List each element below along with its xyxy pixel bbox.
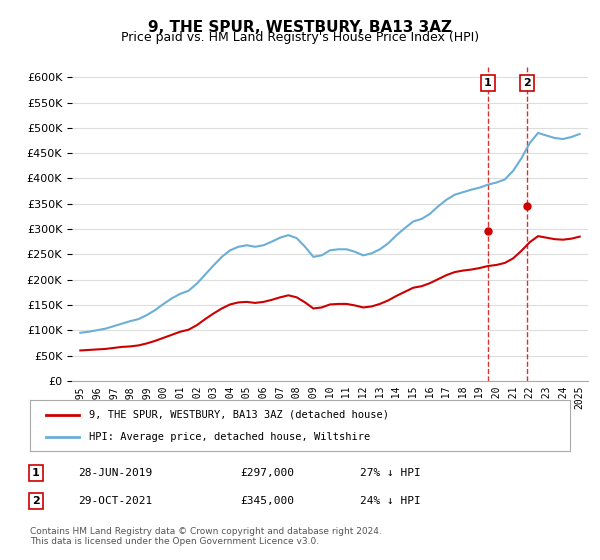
- Text: 1: 1: [484, 78, 492, 88]
- Text: £345,000: £345,000: [240, 496, 294, 506]
- Text: 24% ↓ HPI: 24% ↓ HPI: [360, 496, 421, 506]
- Text: 27% ↓ HPI: 27% ↓ HPI: [360, 468, 421, 478]
- Text: HPI: Average price, detached house, Wiltshire: HPI: Average price, detached house, Wilt…: [89, 432, 371, 442]
- Text: Contains HM Land Registry data © Crown copyright and database right 2024.
This d: Contains HM Land Registry data © Crown c…: [30, 526, 382, 546]
- Text: 1: 1: [32, 468, 40, 478]
- Text: 29-OCT-2021: 29-OCT-2021: [78, 496, 152, 506]
- Text: 28-JUN-2019: 28-JUN-2019: [78, 468, 152, 478]
- Text: 2: 2: [32, 496, 40, 506]
- Text: 9, THE SPUR, WESTBURY, BA13 3AZ (detached house): 9, THE SPUR, WESTBURY, BA13 3AZ (detache…: [89, 409, 389, 419]
- Text: Price paid vs. HM Land Registry's House Price Index (HPI): Price paid vs. HM Land Registry's House …: [121, 31, 479, 44]
- Text: £297,000: £297,000: [240, 468, 294, 478]
- Text: 2: 2: [523, 78, 531, 88]
- Text: 9, THE SPUR, WESTBURY, BA13 3AZ: 9, THE SPUR, WESTBURY, BA13 3AZ: [148, 20, 452, 35]
